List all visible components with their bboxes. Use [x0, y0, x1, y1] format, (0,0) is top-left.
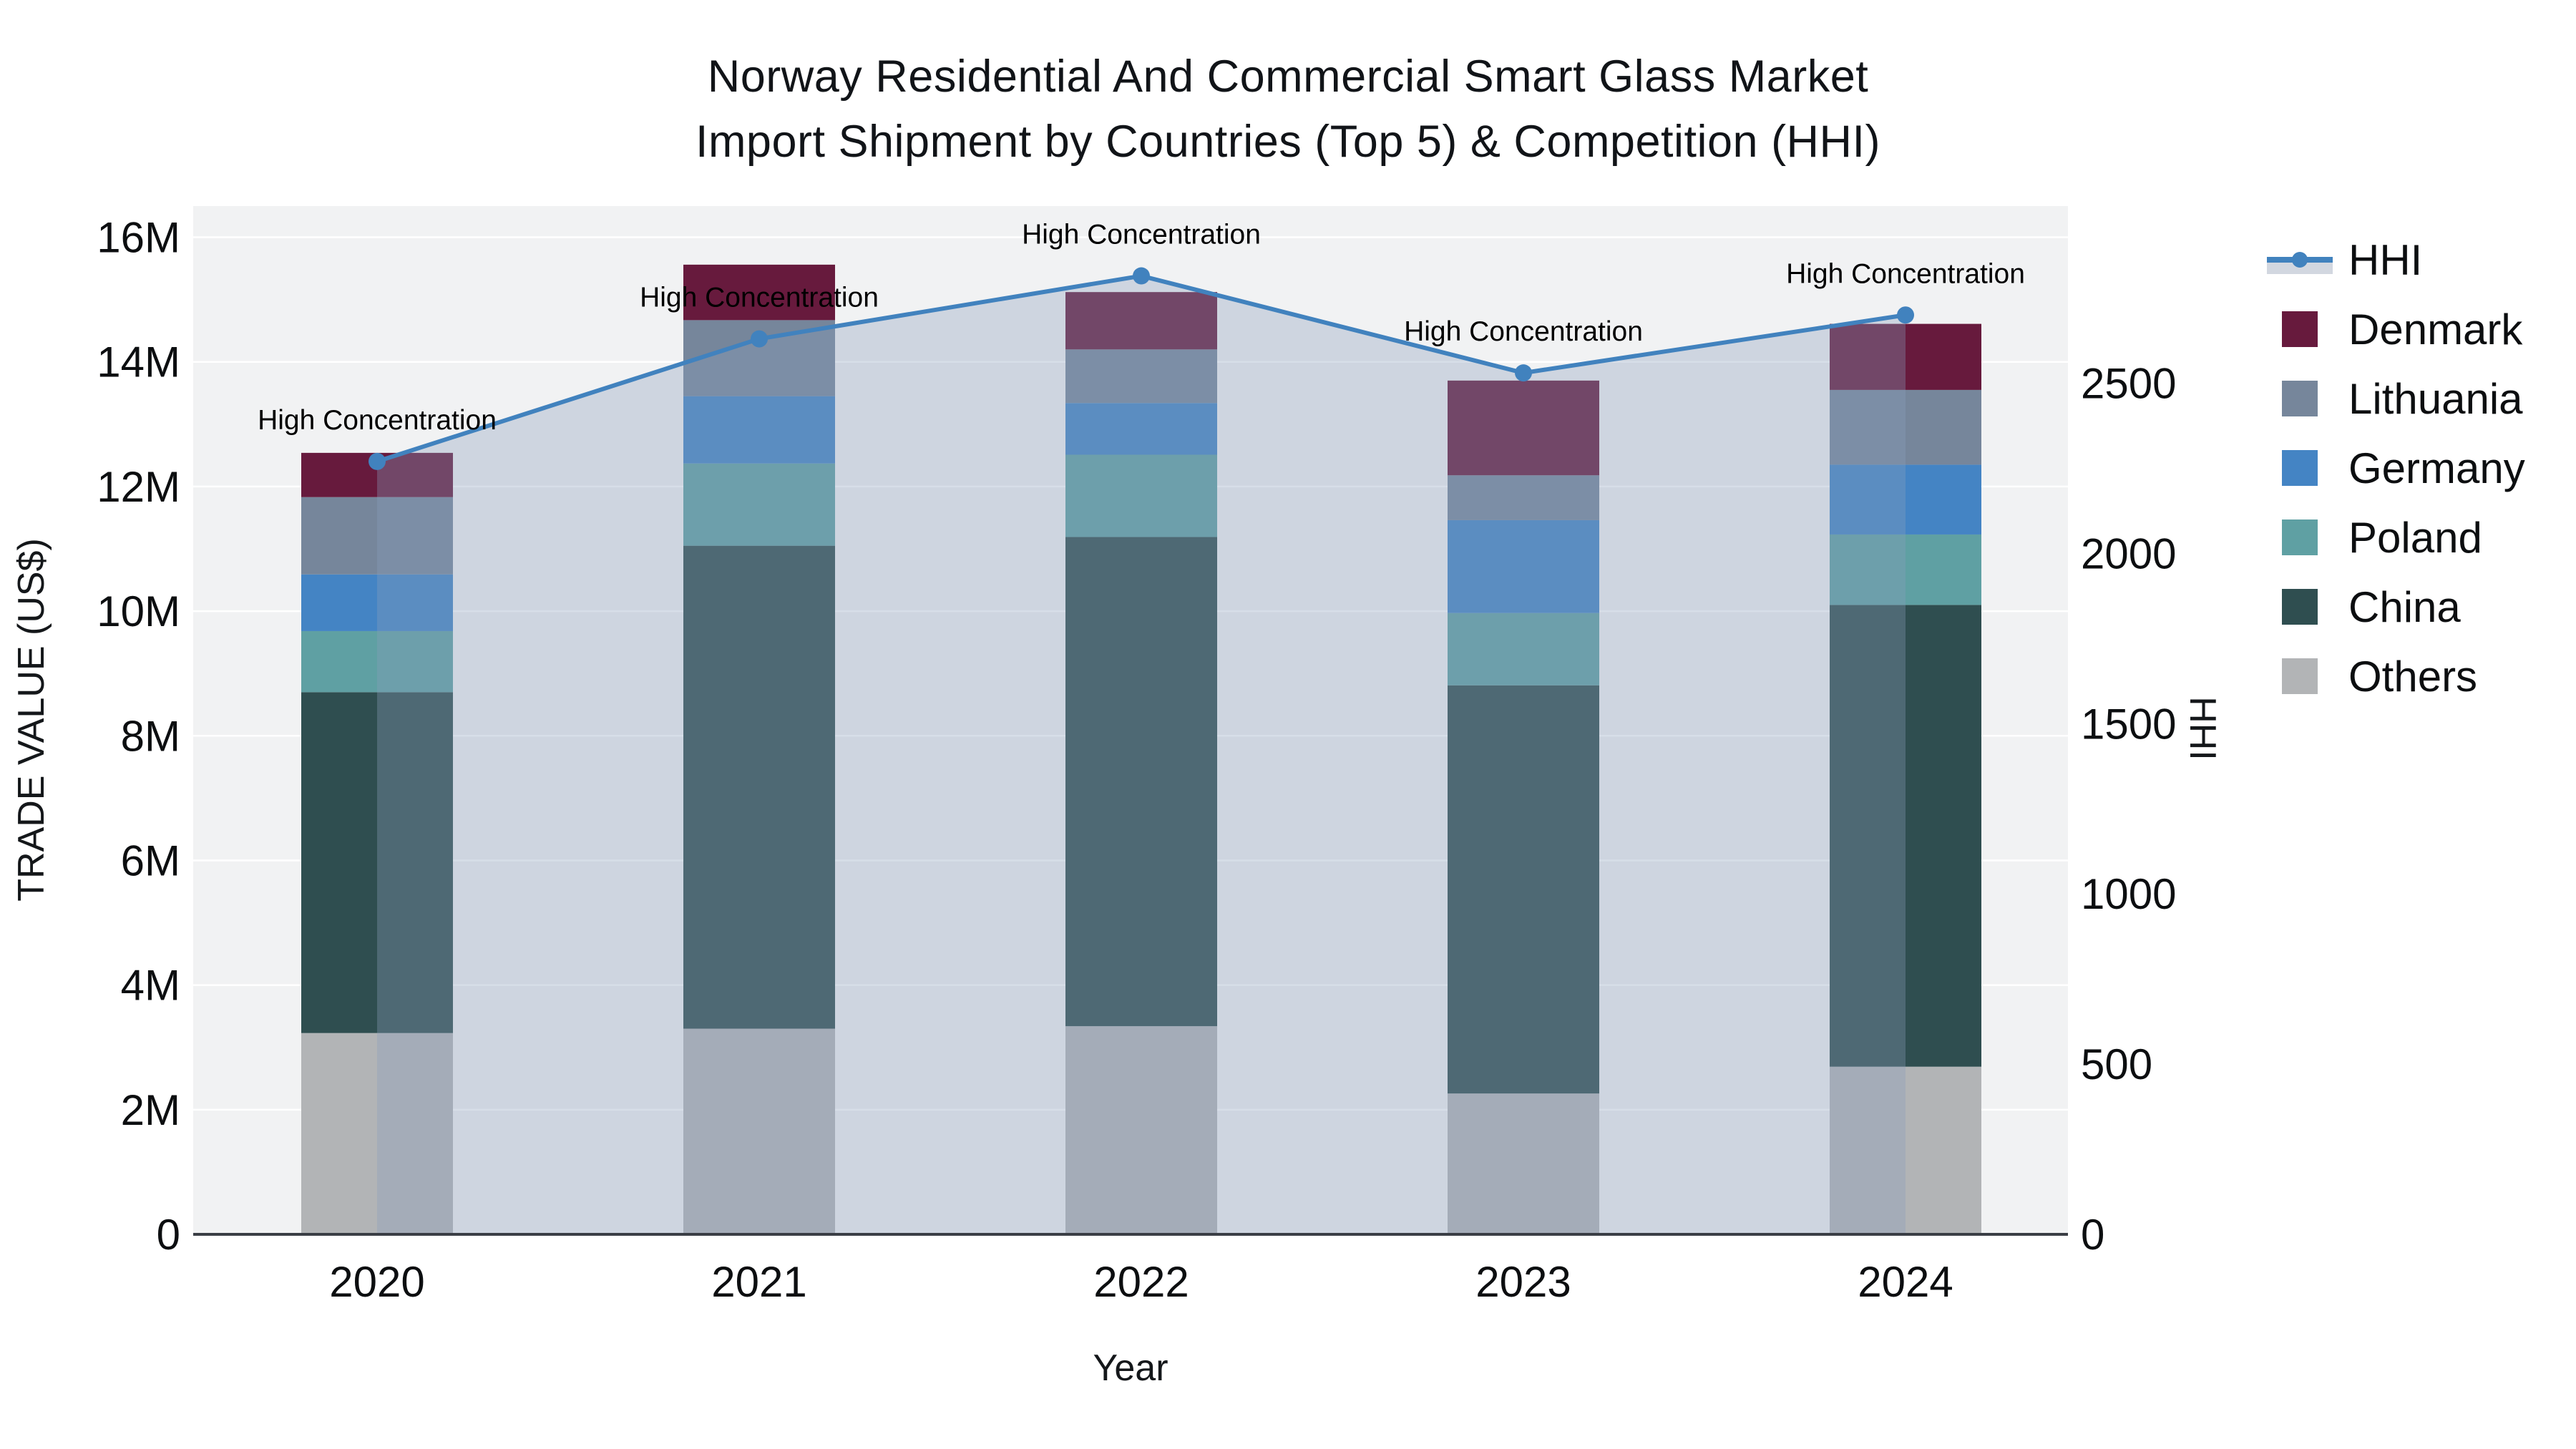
x-tick-2021: 2021: [711, 1258, 806, 1306]
china-swatch-icon: [2267, 589, 2333, 625]
bar-segment-germany-2021: [683, 396, 835, 464]
y-left-tick-8M: 8M: [121, 712, 180, 760]
bar-segment-lithuania-2022: [1065, 349, 1217, 404]
legend-swatch-denmark: [2282, 311, 2318, 347]
bar-segment-poland-2024: [1830, 534, 1981, 605]
y-right-axis-title: HHI: [2182, 696, 2223, 761]
annotation-2020: High Concentration: [258, 405, 497, 436]
annotation-2021: High Concentration: [640, 283, 879, 313]
y-left-tick-0: 0: [157, 1211, 180, 1259]
x-tick-2024: 2024: [1858, 1258, 1953, 1306]
bar-segment-others-2020: [301, 1033, 453, 1234]
x-tick-2022: 2022: [1093, 1258, 1189, 1306]
y-right-tick-0: 0: [2081, 1211, 2104, 1259]
legend-swatch-china: [2282, 589, 2318, 625]
poland-swatch-icon: [2267, 519, 2333, 555]
x-tick-2020: 2020: [329, 1258, 424, 1306]
legend-item-hhi[interactable]: HHI: [2267, 236, 2525, 284]
y-right-tick-2000: 2000: [2081, 530, 2176, 577]
bar-segment-denmark-2021: [683, 264, 835, 321]
hhi-legend-symbol: [2267, 252, 2333, 274]
y-right-tick-2500: 2500: [2081, 359, 2176, 407]
bar-segment-china-2020: [301, 692, 453, 1033]
annotation-2022: High Concentration: [1022, 220, 1261, 250]
bar-segment-germany-2023: [1448, 519, 1599, 613]
chart-title-line2: Import Shipment by Countries (Top 5) & C…: [695, 116, 1881, 167]
bar-segment-china-2023: [1448, 685, 1599, 1094]
legend-label-others: Others: [2348, 652, 2478, 701]
y-left-tick-14M: 14M: [97, 338, 180, 386]
bar-segment-germany-2022: [1065, 403, 1217, 455]
germany-swatch-icon: [2267, 450, 2333, 486]
y-left-tick-6M: 6M: [121, 836, 180, 884]
y-right-tick-1000: 1000: [2081, 870, 2176, 918]
bar-segment-lithuania-2024: [1830, 389, 1981, 465]
bar-segment-others-2021: [683, 1028, 835, 1234]
bar-segment-denmark-2024: [1830, 323, 1981, 390]
bar-segment-poland-2020: [301, 630, 453, 693]
y-left-axis-title: TRADE VALUE (US$): [11, 538, 52, 902]
bar-segment-others-2023: [1448, 1093, 1599, 1234]
y-left-tick-2M: 2M: [121, 1086, 180, 1134]
y-left-tick-10M: 10M: [97, 587, 180, 635]
legend-label-china: China: [2348, 582, 2461, 631]
y-left-tick-12M: 12M: [97, 463, 180, 511]
x-axis-title: Year: [1093, 1347, 1169, 1389]
bar-segment-poland-2022: [1065, 454, 1217, 537]
legend-label-hhi: HHI: [2348, 235, 2423, 284]
x-tick-2023: 2023: [1475, 1258, 1571, 1306]
bar-segment-others-2022: [1065, 1026, 1217, 1234]
legend-item-denmark[interactable]: Denmark: [2267, 306, 2525, 353]
hhi-line-legend-icon: [2267, 242, 2333, 278]
legend-item-china[interactable]: China: [2267, 583, 2525, 631]
legend-item-poland[interactable]: Poland: [2267, 514, 2525, 562]
bar-segment-denmark-2022: [1065, 292, 1217, 350]
y-left-tick-16M: 16M: [97, 214, 180, 262]
hhi-marker-2023: [1515, 364, 1532, 382]
y-right-tick-1500: 1500: [2081, 700, 2176, 748]
others-swatch-icon: [2267, 658, 2333, 694]
legend-item-germany[interactable]: Germany: [2267, 444, 2525, 492]
denmark-swatch-icon: [2267, 311, 2333, 347]
legend-swatch-germany: [2282, 450, 2318, 486]
bar-segment-china-2024: [1830, 605, 1981, 1067]
bar-segment-china-2022: [1065, 537, 1217, 1027]
bar-segment-poland-2023: [1448, 613, 1599, 686]
legend-label-poland: Poland: [2348, 513, 2482, 562]
bar-segment-others-2024: [1830, 1066, 1981, 1234]
legend-label-germany: Germany: [2348, 444, 2525, 492]
legend-label-lithuania: Lithuania: [2348, 374, 2523, 423]
legend-swatch-poland: [2282, 519, 2318, 555]
chart-title-line1: Norway Residential And Commercial Smart …: [707, 52, 1869, 102]
hhi-marker-2022: [1133, 267, 1150, 285]
legend-item-lithuania[interactable]: Lithuania: [2267, 375, 2525, 423]
bar-segment-germany-2020: [301, 574, 453, 631]
annotation-2024: High Concentration: [1786, 258, 2025, 289]
annotation-2023: High Concentration: [1404, 316, 1643, 347]
legend-label-denmark: Denmark: [2348, 305, 2523, 353]
lithuania-swatch-icon: [2267, 381, 2333, 416]
y-left-tick-4M: 4M: [121, 962, 180, 1010]
y-right-tick-500: 500: [2081, 1040, 2152, 1088]
hhi-marker-2021: [751, 330, 768, 348]
bar-segment-poland-2021: [683, 463, 835, 546]
legend-swatch-lithuania: [2282, 381, 2318, 416]
chart-title: Norway Residential And Commercial Smart …: [0, 44, 2576, 174]
bar-segment-lithuania-2023: [1448, 475, 1599, 520]
hhi-marker-2020: [369, 452, 386, 470]
bar-segment-germany-2024: [1830, 464, 1981, 535]
legend-swatch-others: [2282, 658, 2318, 694]
bar-segment-denmark-2023: [1448, 380, 1599, 476]
hhi-marker-2024: [1897, 306, 1914, 324]
bar-segment-lithuania-2020: [301, 497, 453, 575]
hhi-area-fill: [377, 275, 1906, 1235]
legend-item-others[interactable]: Others: [2267, 653, 2525, 701]
bar-segment-china-2021: [683, 545, 835, 1029]
legend: HHI Denmark Lithuania Germany Poland China Oth…: [2267, 236, 2525, 728]
